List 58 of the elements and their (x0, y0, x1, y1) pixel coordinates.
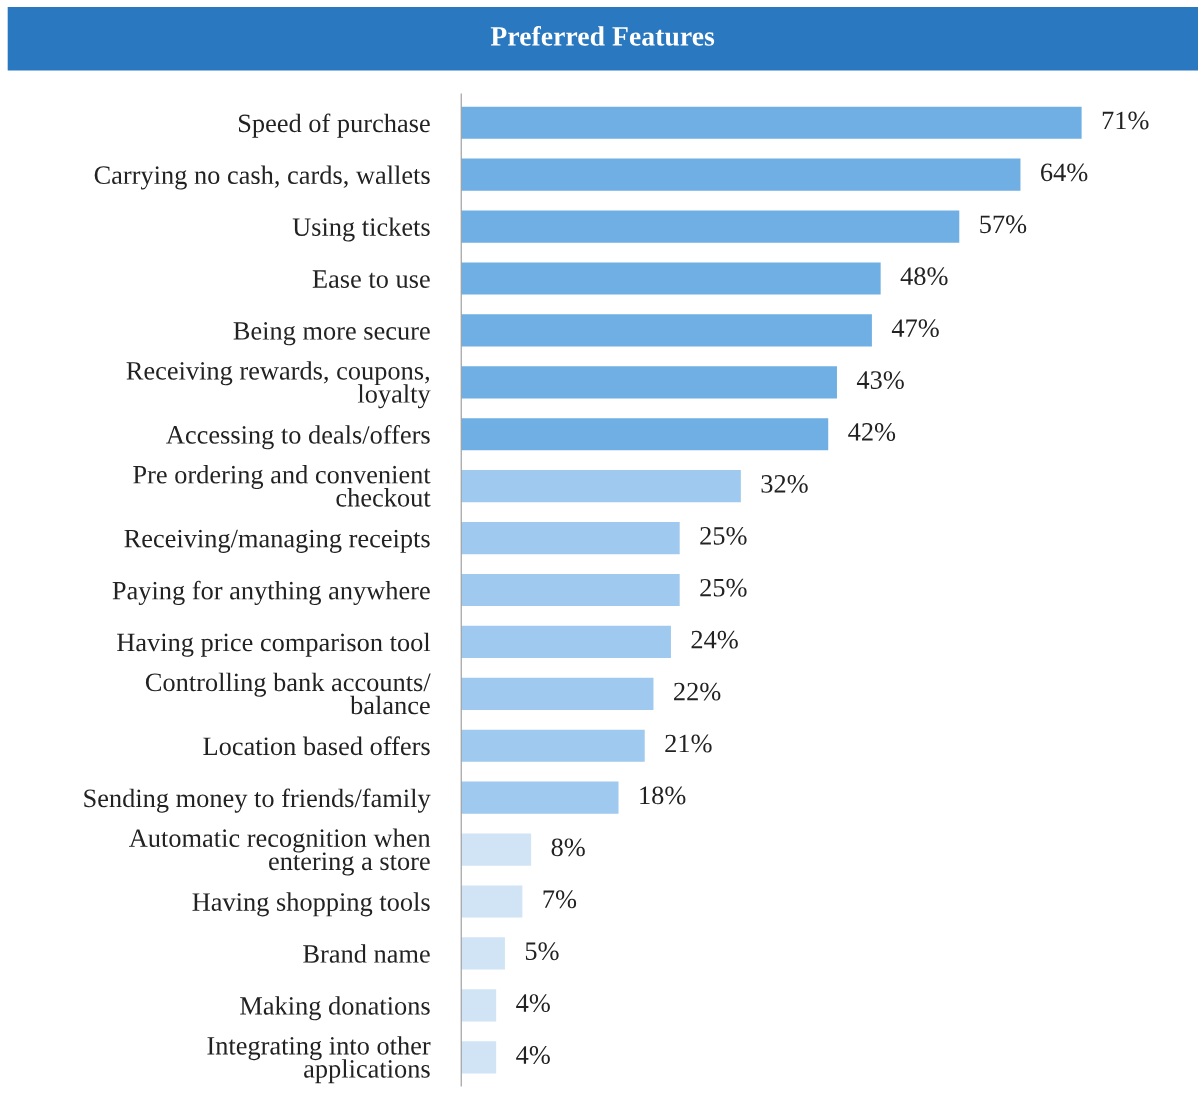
y-tick-label: Using tickets (292, 217, 430, 242)
bar (461, 885, 523, 918)
y-tick-label: Sending money to friends/family (84, 788, 431, 813)
data-label: 4% (516, 994, 550, 1013)
bar (461, 573, 680, 607)
bar (461, 989, 497, 1022)
y-tick-label: Controlling bank accounts/ balance (145, 672, 431, 715)
y-tick-label: Receiving rewards, coupons, loyalty (126, 361, 431, 409)
data-label: 47% (891, 319, 939, 338)
bar (461, 158, 1021, 191)
data-label: 22% (674, 682, 721, 701)
y-tick-label: Speed of purchase (238, 113, 430, 138)
data-label: 48% (900, 267, 948, 286)
y-tick-label: Location based offers (203, 736, 430, 756)
y-tick-label: Receiving/managing receipts (124, 529, 430, 553)
bar (461, 418, 829, 451)
bar (461, 522, 680, 555)
y-tick-label: Ease to use (312, 270, 430, 288)
data-label: 32% (761, 474, 808, 493)
bar (461, 625, 671, 659)
y-tick-label: Carrying no cash, cards, wallets (94, 165, 430, 190)
bar (461, 210, 960, 243)
data-label: 57% (980, 215, 1027, 234)
data-label: 8% (551, 838, 585, 857)
data-label: 7% (543, 890, 577, 909)
data-label: 24% (691, 630, 738, 649)
data-label: 5% (525, 942, 559, 961)
y-tick-label: Paying for anything anywhere (112, 580, 430, 605)
bar (461, 833, 532, 866)
bar (461, 729, 645, 762)
data-label: 4% (516, 1046, 550, 1064)
y-tick-label: Being more secure (233, 322, 430, 346)
y-tick-label: Having price comparison tool (117, 632, 431, 657)
y-tick-label: Having shopping tools (192, 892, 430, 917)
bar (461, 937, 505, 970)
data-label: 43% (856, 371, 904, 390)
y-tick-label: Automatic recognition when entering a store (129, 828, 431, 876)
data-label: 18% (640, 786, 686, 805)
data-label: 21% (665, 734, 712, 753)
bar (461, 366, 837, 399)
bar (461, 677, 654, 710)
data-label: 71% (1102, 111, 1149, 130)
data-label: 25% (700, 526, 747, 545)
bar (461, 106, 1082, 139)
data-label: 25% (700, 578, 747, 597)
y-tick-label: Integrating into other applications (207, 1036, 431, 1084)
data-label: 64% (1041, 163, 1088, 182)
y-tick-label: Brand name (303, 944, 430, 963)
y-tick-label: Accessing to deals/offers (166, 424, 430, 450)
chart-title: Preferred Features (490, 25, 715, 46)
data-label: 42% (848, 423, 896, 441)
bar (461, 781, 619, 814)
y-tick-label: Pre ordering and convenient checkout (133, 465, 431, 507)
bar (461, 262, 881, 295)
bar (461, 314, 872, 347)
bar (461, 1041, 497, 1074)
bar (461, 470, 741, 503)
y-tick-label: Making donations (240, 996, 430, 1021)
